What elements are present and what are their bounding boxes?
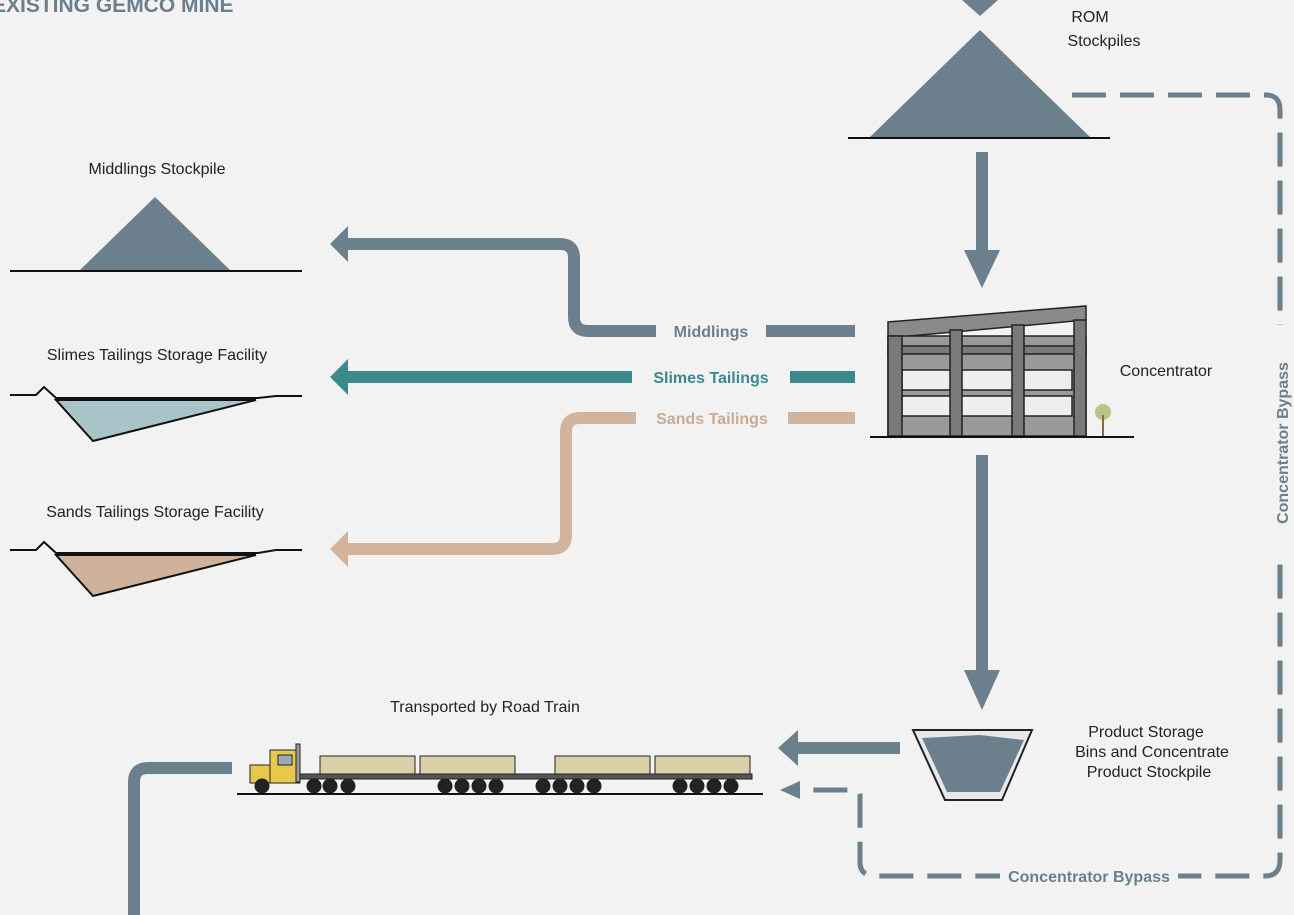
flow-label: Concentrator Bypass bbox=[1275, 362, 1292, 524]
flow-label: Concentrator Bypass bbox=[1008, 869, 1170, 886]
node-label: ROM bbox=[1071, 9, 1108, 26]
node-label: Stockpiles bbox=[1068, 33, 1141, 50]
node-label: Bins and Concentrate bbox=[1075, 744, 1229, 761]
flow-label: Slimes Tailings bbox=[653, 370, 768, 387]
flow-label: Sands Tailings bbox=[656, 411, 768, 428]
node-label: Transported by Road Train bbox=[390, 699, 580, 716]
node-label: Middlings Stockpile bbox=[89, 161, 226, 178]
flow-label: Middlings bbox=[674, 324, 749, 341]
title: EXISTING GEMCO MINE bbox=[0, 0, 234, 17]
node-label: Product Stockpile bbox=[1087, 764, 1212, 781]
node-label: Slimes Tailings Storage Facility bbox=[47, 347, 267, 364]
node-label: Sands Tailings Storage Facility bbox=[46, 504, 264, 521]
node-label: Concentrator bbox=[1120, 363, 1213, 380]
node-label: Product Storage bbox=[1088, 724, 1204, 741]
diagram: EXISTING GEMCO MINE ROM Stockpiles Conce… bbox=[0, 0, 1294, 915]
